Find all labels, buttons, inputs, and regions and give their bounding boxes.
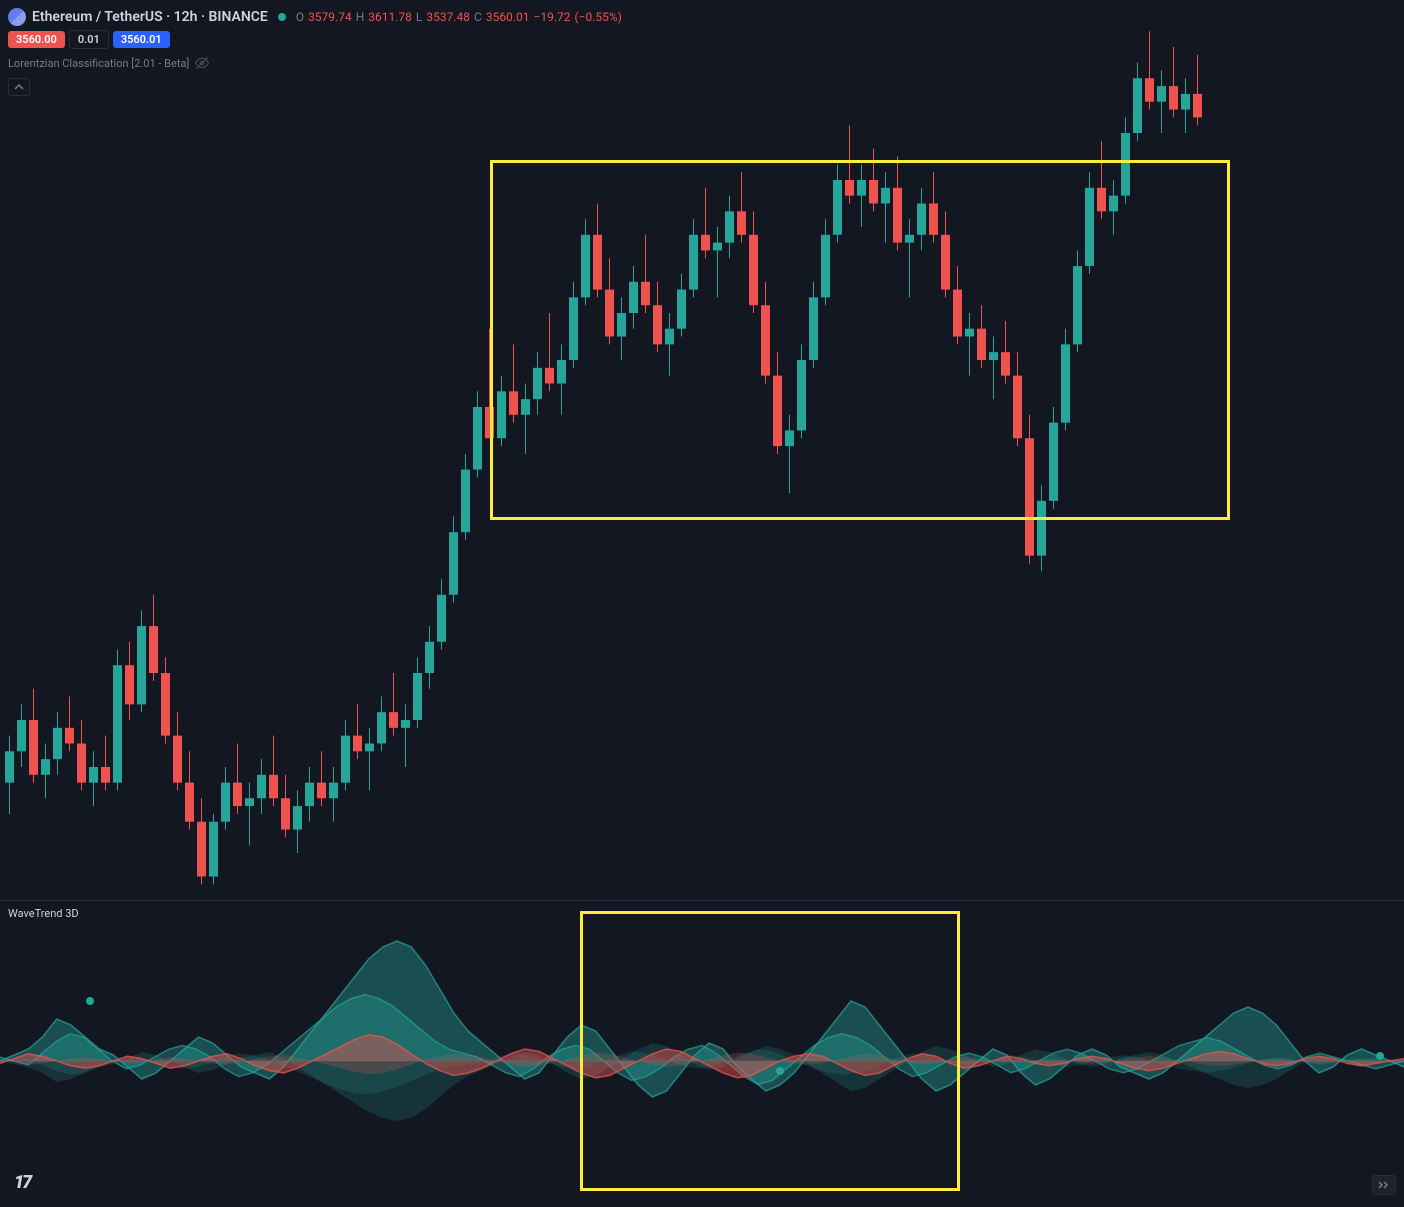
pair-title[interactable]: Ethereum / TetherUS · 12h · BINANCE [32, 9, 268, 25]
expand-time-axis-button[interactable] [1372, 1175, 1396, 1195]
candlestick-chart[interactable] [0, 0, 1404, 900]
market-status-dot [278, 13, 286, 21]
bid-pill[interactable]: 3560.00 [8, 31, 65, 48]
spread-pill: 0.01 [69, 30, 109, 49]
chart-header: Ethereum / TetherUS · 12h · BINANCE O 35… [8, 8, 622, 26]
low-value: 3537.48 [426, 10, 470, 24]
high-label: H [356, 10, 365, 24]
price-pills: 3560.00 0.01 3560.01 [8, 30, 170, 49]
chevron-up-icon [14, 84, 24, 90]
high-value: 3611.78 [368, 10, 412, 24]
open-label: O [296, 10, 304, 24]
ask-pill[interactable]: 3560.01 [113, 31, 170, 48]
change-pct: (−0.55%) [574, 10, 621, 24]
low-label: L [416, 10, 422, 24]
change-value: −19.72 [533, 10, 570, 24]
open-value: 3579.74 [308, 10, 352, 24]
close-label: C [474, 10, 482, 24]
wavetrend-chart [0, 901, 1404, 1204]
wavetrend-title[interactable]: WaveTrend 3D [8, 907, 79, 920]
wavetrend-pane[interactable]: WaveTrend 3D [0, 900, 1404, 1203]
close-value: 3560.01 [486, 10, 530, 24]
pair-icon [8, 8, 26, 26]
tradingview-logo[interactable]: 17 [14, 1172, 30, 1193]
visibility-off-icon[interactable] [195, 56, 209, 70]
indicator-lorentzian[interactable]: Lorentzian Classification [2.01 - Beta] [8, 56, 209, 70]
double-chevron-right-icon [1378, 1181, 1390, 1189]
ohlc-display: O 3579.74 H 3611.78 L 3537.48 C 3560.01 … [296, 10, 622, 24]
collapse-indicators-button[interactable] [8, 78, 30, 96]
indicator-lorentzian-label: Lorentzian Classification [2.01 - Beta] [8, 57, 189, 70]
